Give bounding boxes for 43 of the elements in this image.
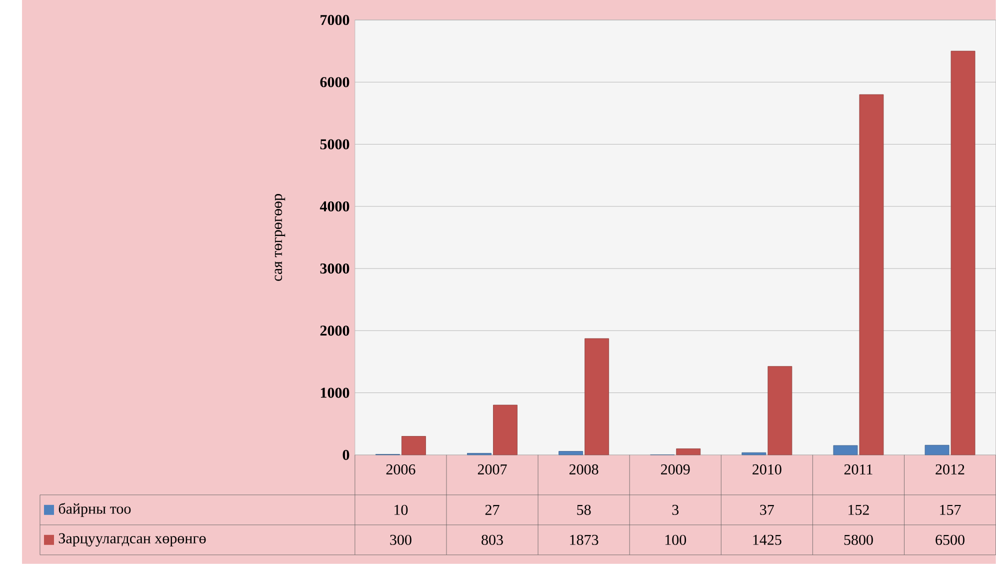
y-tick-label: 1000 [320,388,350,398]
data-label: 157 [940,504,961,515]
data-label: 27 [485,504,500,515]
legend-label: байрны тоо [58,502,131,517]
bar [402,436,426,456]
y-tick-label: 0 [342,450,350,460]
data-label: 5800 [844,534,873,545]
data-label: 100 [665,534,686,545]
x-tick-label: 2010 [752,464,782,475]
y-axis-title: сая төгрөгөөр [274,194,286,281]
x-tick-label: 2011 [844,464,872,475]
y-tick-label: 5000 [320,139,350,150]
data-label: 6500 [936,534,964,545]
data-label: 3 [672,504,679,515]
bar [558,451,584,456]
legend-label: Зарцуулагдсан хөрөнгө [58,533,206,547]
bar [833,445,858,456]
x-tick-label: 2006 [386,464,416,475]
data-label: 1873 [570,534,598,545]
bar [584,338,610,456]
bar [950,50,976,456]
y-tick-label: 7000 [320,15,350,26]
y-tick-label: 6000 [320,77,350,88]
y-tick-label: 2000 [320,326,350,336]
data-label: 803 [482,534,503,545]
data-label: 1425 [753,534,782,545]
bar [493,404,518,456]
y-tick-label: 4000 [320,201,350,212]
x-tick-label: 2008 [569,464,598,475]
bar [742,452,766,456]
bar [768,366,792,456]
bar [859,94,884,456]
y-tick-label: 3000 [320,264,350,274]
x-tick-label: 2009 [661,464,690,475]
bar [676,448,701,456]
x-tick-label: 2012 [936,464,964,475]
data-label: 300 [390,534,412,545]
data-label: 37 [760,504,774,515]
data-label: 152 [848,504,869,515]
data-label: 10 [394,504,408,516]
x-tick-label: 2007 [478,464,507,475]
data-label: 58 [577,504,591,516]
bar [924,445,950,456]
